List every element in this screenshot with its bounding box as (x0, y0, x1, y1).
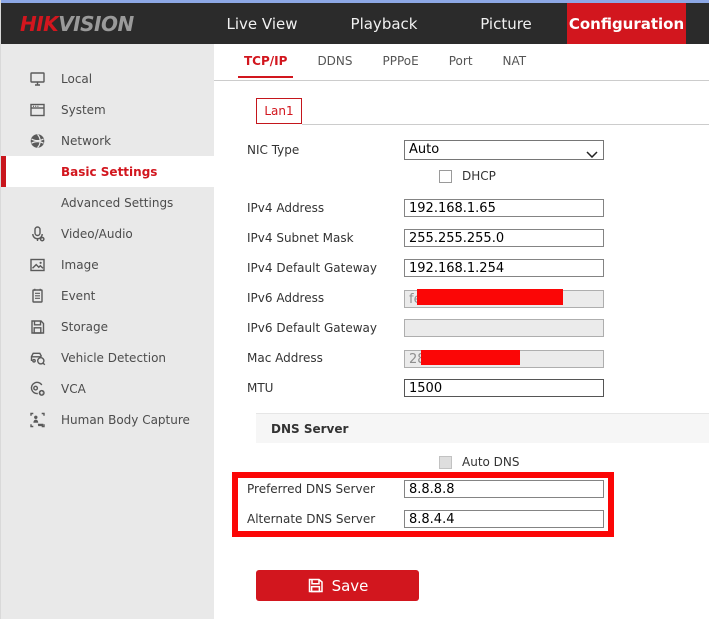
vca-icon (28, 379, 47, 398)
sidebar-item-label: Network (61, 133, 112, 148)
ipv6-address-row: IPv6 Address (247, 288, 604, 309)
sidebar-item-label: Event (61, 288, 96, 303)
sidebar-item-system[interactable]: System (1, 94, 214, 125)
monitor-icon (28, 69, 47, 88)
dhcp-checkbox[interactable] (439, 169, 452, 183)
ipv6-gateway-row: IPv6 Default Gateway (247, 318, 604, 338)
ipv6-gateway-input (404, 319, 604, 337)
sidebar-item-label: Local (61, 71, 93, 86)
nic-type-select[interactable]: Auto (404, 140, 604, 160)
auto-dns-checkbox (439, 455, 452, 469)
settings-tab-bar: TCP/IP DDNS PPPoE Port NAT (214, 44, 709, 81)
microphone-icon (28, 224, 47, 243)
nic-type-row: NIC Type Auto (247, 140, 604, 160)
mac-address-row: Mac Address (247, 348, 604, 369)
ipv4-gateway-row: IPv4 Default Gateway (247, 258, 604, 278)
sidebar-item-label: Storage (61, 319, 108, 334)
preferred-dns-input[interactable] (404, 480, 604, 498)
dhcp-row: DHCP (439, 166, 496, 186)
sidebar-item-event[interactable]: Event (1, 280, 214, 311)
top-navigation-bar: HIK VISION Live View Playback Picture Con… (1, 3, 709, 44)
preferred-dns-row: Preferred DNS Server (247, 479, 604, 499)
top-accent-strip (1, 0, 709, 3)
ipv4-gateway-label: IPv4 Default Gateway (247, 261, 377, 275)
sidebar-item-label: Video/Audio (61, 226, 133, 241)
mtu-label: MTU (247, 381, 274, 395)
subtab-lan1[interactable]: Lan1 (256, 98, 302, 124)
save-icon (307, 577, 324, 594)
sidebar-item-human-body-capture[interactable]: Human Body Capture (1, 404, 214, 435)
sidebar-item-video-audio[interactable]: Video/Audio (1, 218, 214, 249)
notepad-icon (28, 286, 47, 305)
sidebar: Local System Network Basic Settings Adva… (1, 44, 214, 619)
subtab-divider (302, 124, 709, 125)
sidebar-item-label: System (61, 102, 106, 117)
ipv6-gateway-label: IPv6 Default Gateway (247, 321, 377, 335)
auto-dns-row: Auto DNS (439, 452, 520, 472)
sidebar-item-label: Basic Settings (61, 164, 158, 179)
tab-pppoe[interactable]: PPPoE (382, 54, 419, 68)
dhcp-label: DHCP (462, 169, 496, 183)
tab-nat[interactable]: NAT (502, 54, 527, 68)
globe-icon (28, 131, 47, 150)
alternate-dns-input[interactable] (404, 510, 604, 528)
preferred-dns-label: Preferred DNS Server (247, 482, 375, 496)
redaction-overlay (421, 349, 520, 365)
logo-hik: HIK (20, 11, 59, 36)
human-capture-icon (28, 410, 47, 429)
alternate-dns-row: Alternate DNS Server (247, 509, 604, 529)
dns-section-header: DNS Server (256, 413, 709, 443)
mac-address-label: Mac Address (247, 351, 323, 365)
sidebar-item-label: Human Body Capture (61, 412, 190, 427)
vehicle-search-icon (28, 348, 47, 367)
sidebar-item-storage[interactable]: Storage (1, 311, 214, 342)
nav-configuration[interactable]: Configuration (567, 3, 686, 44)
floppy-icon (28, 317, 47, 336)
nic-type-label: NIC Type (247, 143, 300, 157)
chevron-down-icon (586, 147, 598, 162)
ipv4-address-row: IPv4 Address (247, 198, 604, 218)
tcpip-settings-panel: TCP/IP DDNS PPPoE Port NAT Lan1 NIC Type… (214, 44, 709, 619)
tab-port[interactable]: Port (448, 54, 473, 68)
ipv4-subnet-input[interactable] (404, 229, 604, 247)
ipv6-address-label: IPv6 Address (247, 291, 325, 305)
dns-section-title: DNS Server (271, 421, 349, 436)
tab-bar-divider (214, 80, 709, 81)
nav-live-view[interactable]: Live View (226, 14, 298, 33)
nav-playback[interactable]: Playback (350, 14, 418, 33)
save-button-label: Save (331, 576, 369, 595)
mtu-input[interactable] (404, 379, 604, 397)
redaction-overlay (417, 288, 563, 305)
sidebar-item-label: Image (61, 257, 99, 272)
sidebar-item-label: VCA (61, 381, 86, 396)
ipv4-subnet-row: IPv4 Subnet Mask (247, 228, 604, 248)
ipv4-gateway-input[interactable] (404, 259, 604, 277)
sidebar-item-vehicle-detection[interactable]: Vehicle Detection (1, 342, 214, 373)
sidebar-item-basic-settings[interactable]: Basic Settings (1, 156, 214, 187)
sidebar-item-local[interactable]: Local (1, 63, 214, 94)
sidebar-item-advanced-settings[interactable]: Advanced Settings (1, 187, 214, 218)
nav-picture[interactable]: Picture (480, 14, 532, 33)
sidebar-item-network[interactable]: Network (1, 125, 214, 156)
image-icon (28, 255, 47, 274)
window-icon (28, 100, 47, 119)
save-button[interactable]: Save (256, 570, 419, 601)
tab-ddns[interactable]: DDNS (317, 54, 353, 68)
mtu-row: MTU (247, 378, 604, 398)
sidebar-item-label: Vehicle Detection (61, 350, 167, 365)
tab-tcpip[interactable]: TCP/IP (237, 54, 294, 78)
auto-dns-label: Auto DNS (462, 455, 520, 469)
ipv4-subnet-label: IPv4 Subnet Mask (247, 231, 354, 245)
alternate-dns-label: Alternate DNS Server (247, 512, 376, 526)
ipv4-address-input[interactable] (404, 199, 604, 217)
sidebar-item-image[interactable]: Image (1, 249, 214, 280)
logo-vision: VISION (58, 11, 134, 36)
nic-type-value: Auto (409, 142, 440, 157)
sidebar-item-label: Advanced Settings (61, 195, 174, 210)
hikvision-logo: HIK VISION (1, 3, 201, 44)
sidebar-item-vca[interactable]: VCA (1, 373, 214, 404)
ipv4-address-label: IPv4 Address (247, 201, 325, 215)
